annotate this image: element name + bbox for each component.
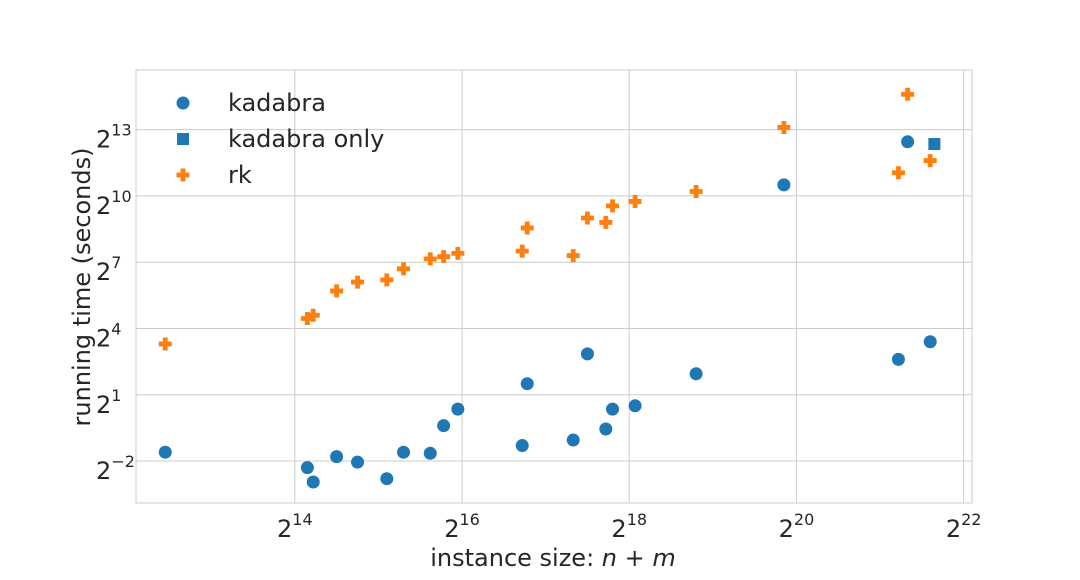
x-tick-label: 216: [444, 510, 480, 543]
kadabra-point: [628, 399, 642, 413]
kadabra-point: [330, 450, 344, 464]
x-axis-label: instance size: n + m: [430, 544, 676, 572]
data-points: [158, 87, 941, 489]
kadabra-point: [606, 402, 620, 416]
kadabra-point: [158, 445, 172, 459]
kadabra-point: [520, 377, 534, 391]
kadabra-point: [351, 455, 365, 469]
rk-point: [566, 249, 580, 263]
kadabra-point: [599, 422, 613, 436]
rk-point: [891, 166, 905, 180]
x-tick-label: 220: [779, 510, 815, 543]
kadabra-point: [689, 367, 703, 381]
legend-marker-rk: [176, 168, 190, 182]
rk-point: [923, 154, 937, 168]
rk-point: [380, 273, 394, 287]
kadabra-point: [306, 475, 320, 489]
grid-lines: [136, 70, 972, 503]
y-tick-label: 27: [96, 253, 121, 286]
rk-point: [351, 275, 365, 289]
rk-point: [158, 337, 172, 351]
legend-label-kadabra-only: kadabra only: [228, 125, 384, 153]
rk-point: [300, 312, 314, 326]
kadabra-point: [566, 433, 580, 447]
kadabra-point: [580, 347, 594, 361]
kadabra-point: [451, 402, 465, 416]
y-tick-labels: 2−2 21 24 27 210 213: [96, 121, 135, 485]
y-tick-label: 21: [96, 386, 121, 419]
y-tick-label: 210: [96, 187, 132, 220]
rk-point: [397, 262, 411, 276]
y-tick-label: 2−2: [96, 452, 135, 485]
kadabra-point: [397, 445, 411, 459]
rk-point: [689, 185, 703, 199]
rk-point: [520, 221, 534, 235]
legend-label-kadabra: kadabra: [228, 89, 326, 117]
rk-point: [901, 87, 915, 101]
rk-point: [515, 244, 529, 258]
rk-point: [599, 215, 613, 229]
legend: kadabra kadabra only rk: [176, 89, 384, 189]
legend-label-rk: rk: [228, 161, 252, 189]
legend-marker-kadabra-only: [177, 133, 189, 145]
kadabra-point: [891, 352, 905, 366]
kadabra-point: [437, 419, 451, 433]
kadabra-point: [777, 178, 791, 192]
x-tick-label: 214: [277, 510, 313, 543]
kadabra-point: [901, 135, 915, 149]
rk-point: [451, 246, 465, 260]
rk-point: [437, 250, 451, 264]
rk-point: [606, 199, 620, 213]
kadabra-only-point: [928, 138, 941, 151]
x-tick-label: 222: [946, 510, 982, 543]
kadabra-point: [515, 439, 529, 453]
rk-point: [628, 194, 642, 208]
kadabra-point: [380, 472, 394, 486]
y-axis-label: running time (seconds): [68, 148, 96, 427]
legend-marker-kadabra: [176, 96, 190, 110]
rk-point: [580, 211, 594, 225]
plot-frame: [135, 69, 973, 504]
rk-point: [330, 284, 344, 298]
rk-point: [423, 252, 437, 266]
y-tick-label: 213: [96, 121, 132, 154]
kadabra-point: [300, 461, 314, 475]
y-tick-label: 24: [96, 319, 121, 352]
x-tick-label: 218: [611, 510, 647, 543]
rk-point: [306, 308, 320, 322]
rk-point: [777, 120, 791, 134]
kadabra-point: [423, 446, 437, 460]
x-tick-labels: 214 216 218 220 222: [277, 510, 981, 543]
kadabra-point: [923, 335, 937, 349]
